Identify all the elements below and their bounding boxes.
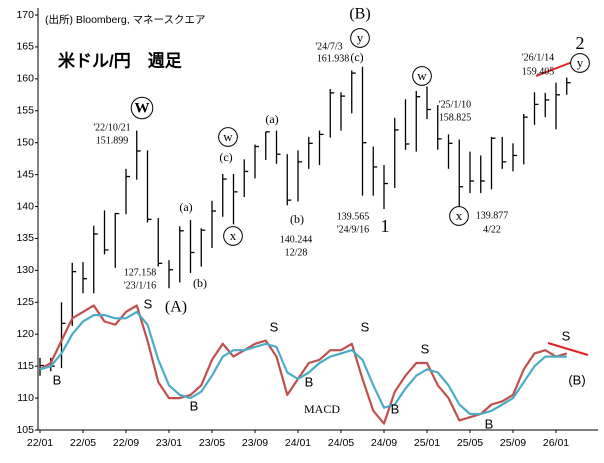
annotation: S: [144, 296, 153, 311]
annotation: S: [562, 328, 571, 343]
annotation: B: [305, 374, 314, 389]
wave-circle: [223, 226, 243, 246]
annotation: 127.158: [124, 267, 157, 278]
source: (出所) Bloomberg, マネースクエア: [45, 13, 206, 26]
x-tick-label: 22/05: [70, 437, 96, 449]
annotation: S: [270, 319, 279, 334]
wave-circle: [449, 206, 469, 226]
annotation: 4/22: [483, 224, 501, 235]
annotation: (a): [179, 200, 192, 214]
y-tick-label: 140: [16, 200, 34, 212]
y-tick-label: 105: [16, 424, 34, 436]
annotation: (B): [568, 372, 585, 387]
y-tick-label: 165: [16, 41, 34, 53]
macd-line: [39, 310, 567, 416]
annotation: 140.244: [280, 234, 313, 245]
annotation: (c): [350, 50, 363, 64]
annotation: x: [230, 228, 237, 243]
y-tick-label: 160: [16, 73, 34, 85]
annotation: 151.899: [96, 135, 129, 146]
trend-line: [547, 342, 589, 356]
annotation: '24/9/16: [337, 224, 369, 235]
y-tick-label: 120: [16, 328, 34, 340]
y-tick-label: 110: [17, 392, 34, 404]
y-tick-label: 125: [16, 296, 34, 308]
x-tick-label: 24/09: [371, 437, 397, 449]
annotation: w: [223, 129, 233, 144]
annotation: '26/1/14: [522, 52, 554, 63]
annotation: 159.405: [522, 66, 555, 77]
annotation: W: [135, 100, 150, 116]
wave-circle: [570, 53, 590, 73]
annotation: 12/28: [285, 247, 308, 258]
annotation: (b): [290, 212, 304, 226]
annotation: (b): [193, 276, 207, 290]
wave-circle: [350, 28, 370, 48]
annotation: '22/10/21: [93, 122, 130, 133]
wave-circle: [218, 127, 238, 147]
x-tick-label: 22/09: [113, 437, 139, 449]
annotation: '25/1/10: [439, 99, 471, 110]
x-tick-label: 24/05: [328, 437, 354, 449]
annotation: x: [456, 208, 463, 223]
annotation: '23/1/16: [124, 280, 156, 291]
x-tick-label: 23/01: [156, 437, 182, 449]
y-tick-label: 155: [16, 105, 34, 117]
y-tick-label: 145: [16, 168, 34, 180]
annotation: B: [485, 416, 494, 431]
y-tick-label: 150: [16, 136, 34, 148]
annotation: (a): [265, 112, 278, 126]
y-tick-label: 170: [16, 9, 34, 21]
annotation: '24/7/3: [315, 41, 342, 52]
annotation: y: [577, 55, 584, 70]
annotation: w: [417, 68, 427, 83]
annotation: 1: [381, 216, 390, 236]
annotation: B: [190, 398, 199, 413]
annotation: 158.825: [439, 112, 472, 123]
annotation: 139.565: [337, 211, 370, 222]
x-tick-label: 24/01: [285, 437, 311, 449]
annotation: (B): [349, 6, 370, 23]
x-tick-label: 23/09: [242, 437, 268, 449]
annotation: (c): [219, 150, 232, 164]
annotation: y: [357, 30, 364, 45]
annotation: B: [53, 372, 62, 387]
x-tick-label: 25/09: [500, 437, 526, 449]
x-tick-label: 23/05: [199, 437, 225, 449]
x-tick-label: 25/01: [414, 437, 440, 449]
wave-circle: [412, 66, 432, 86]
wave-circle: [130, 96, 154, 120]
annotation: S: [421, 341, 430, 356]
trend-line: [535, 60, 576, 77]
annotation: (A): [165, 299, 187, 316]
annotation: 139.877: [476, 210, 509, 221]
y-tick-label: 135: [16, 232, 34, 244]
y-tick-label: 115: [17, 360, 34, 372]
x-tick-label: 26/01: [543, 437, 569, 449]
annotation: MACD: [304, 402, 340, 416]
annotation: B: [391, 401, 400, 416]
chart-title: 米ドル/円 週足: [58, 50, 182, 70]
y-tick-label: 130: [16, 264, 34, 276]
annotation: S: [361, 319, 370, 334]
annotation: 161.938: [317, 53, 350, 64]
x-tick-label: 25/05: [457, 437, 483, 449]
x-tick-label: 22/01: [27, 437, 53, 449]
annotation: 2: [576, 33, 585, 53]
